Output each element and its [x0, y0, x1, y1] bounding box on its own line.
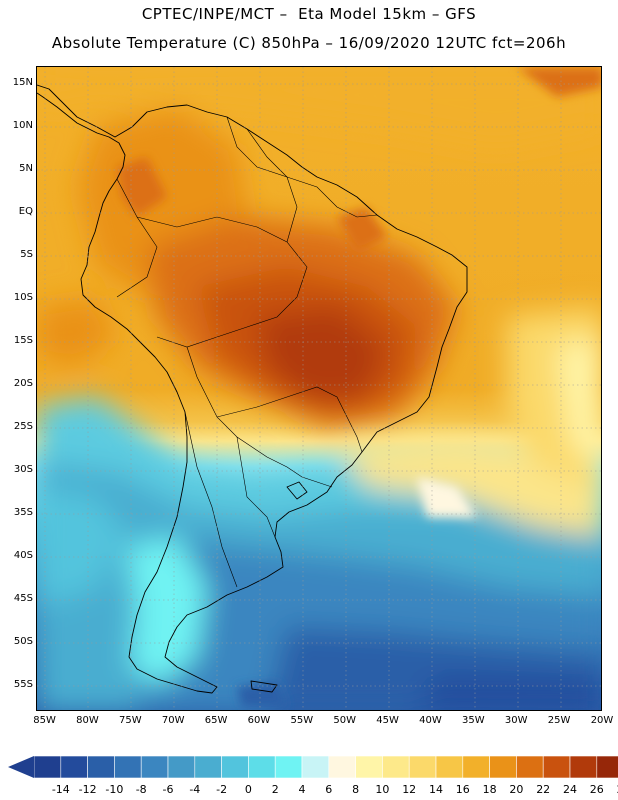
color-scale-box: [167, 755, 196, 779]
color-scale-box: [87, 755, 115, 779]
lat-label-15n: 15N: [12, 77, 33, 89]
title-line-1: CPTEC/INPE/MCT – Eta Model 15km – GFS: [141, 5, 477, 23]
lat-label-40s: 40S: [13, 550, 33, 562]
color-scale-box: [462, 755, 490, 779]
color-scale-box: [60, 755, 88, 779]
lat-label-35s: 35S: [13, 507, 33, 519]
color-scale-label: 28: [609, 783, 618, 796]
color-scale-label: 0: [244, 783, 252, 796]
color-scale-box: [140, 755, 169, 779]
color-scale-label: -4: [189, 783, 201, 796]
lon-label-35w: 35W: [462, 715, 485, 726]
lon-label-55w: 55W: [290, 715, 314, 726]
lon-label-80w: 80W: [76, 715, 99, 726]
color-scale-box: [221, 755, 249, 779]
temperature-field-detail: [117, 67, 601, 707]
color-scale-box: [382, 755, 410, 779]
color-scale-box: [596, 755, 618, 779]
color-scale-label: 22: [536, 783, 551, 796]
color-scale-low-arrow: [8, 756, 34, 778]
color-scale-box: [274, 755, 303, 779]
lat-label-50s: 50S: [13, 636, 33, 648]
color-scale-label: -2: [216, 783, 228, 796]
color-scale-label: 8: [352, 783, 360, 796]
lon-label-50w: 50W: [333, 715, 357, 726]
lat-label-20s: 20S: [13, 378, 33, 390]
color-scale-label: 24: [563, 783, 577, 796]
color-scale-bar: [8, 755, 618, 779]
color-scale-box: [542, 755, 571, 779]
lat-label-30s: 30S: [13, 464, 33, 476]
lon-label-40w: 40W: [419, 715, 442, 726]
color-scale-label: 18: [482, 783, 497, 796]
color-scale-box: [33, 755, 62, 779]
lon-label-30w: 30W: [504, 715, 528, 726]
color-scale-box: [301, 755, 330, 779]
lat-label-55s: 55S: [13, 679, 33, 691]
color-scale-label: 4: [298, 783, 306, 796]
map-panel: [36, 66, 602, 711]
temperature-map: [37, 67, 601, 710]
color-scale-label: -10: [105, 783, 124, 796]
color-scale-box: [435, 755, 464, 779]
lon-label-25w: 25W: [547, 715, 571, 726]
coastlines: [37, 84, 468, 694]
color-scale-label: 14: [429, 783, 443, 796]
color-scale-label: 2: [271, 783, 279, 796]
color-scale-box: [489, 755, 517, 779]
lat-label-eq: EQ: [18, 206, 33, 218]
lat-label-25s: 25S: [13, 421, 33, 433]
color-scale-label: -8: [135, 783, 147, 796]
color-scale-box: [355, 755, 383, 779]
lat-label-10s: 10S: [13, 292, 33, 304]
color-scale-label: 10: [375, 783, 390, 796]
color-scale-label: 16: [455, 783, 470, 796]
color-scale-label: 26: [589, 783, 604, 796]
color-scale-label: -6: [162, 783, 174, 796]
color-scale-label: 20: [509, 783, 524, 796]
lon-label-20w: 20W: [590, 715, 614, 726]
lon-label-70w: 70W: [161, 715, 185, 726]
color-scale-box: [408, 755, 437, 779]
lat-label-10n: 10N: [12, 120, 33, 132]
color-scale-label: 12: [402, 783, 417, 796]
lon-label-45w: 45W: [376, 715, 399, 726]
color-scale-label: -12: [78, 783, 97, 796]
title-line-2: Absolute Temperature (C) 850hPa – 16/09/…: [51, 34, 567, 52]
lat-label-15s: 15S: [13, 335, 33, 347]
color-scale-box: [248, 755, 276, 779]
temperature-field: [37, 67, 601, 710]
country-borders: [116, 116, 378, 588]
lat-label-45s: 45S: [13, 593, 33, 605]
color-scale-label: 6: [325, 783, 333, 796]
color-scale-box: [194, 755, 222, 779]
color-scale-box: [516, 755, 544, 779]
lon-label-60w: 60W: [247, 715, 271, 726]
lon-label-85w: 85W: [33, 715, 56, 726]
lon-label-65w: 65W: [204, 715, 228, 726]
color-scale-label: -14: [51, 783, 70, 796]
lon-label-75w: 75W: [119, 715, 142, 726]
color-scale-box: [569, 755, 598, 779]
color-scale-box: [114, 755, 142, 779]
lat-label-5s: 5S: [20, 249, 33, 261]
color-scale-box: [328, 755, 356, 779]
lat-label-5n: 5N: [19, 163, 33, 175]
